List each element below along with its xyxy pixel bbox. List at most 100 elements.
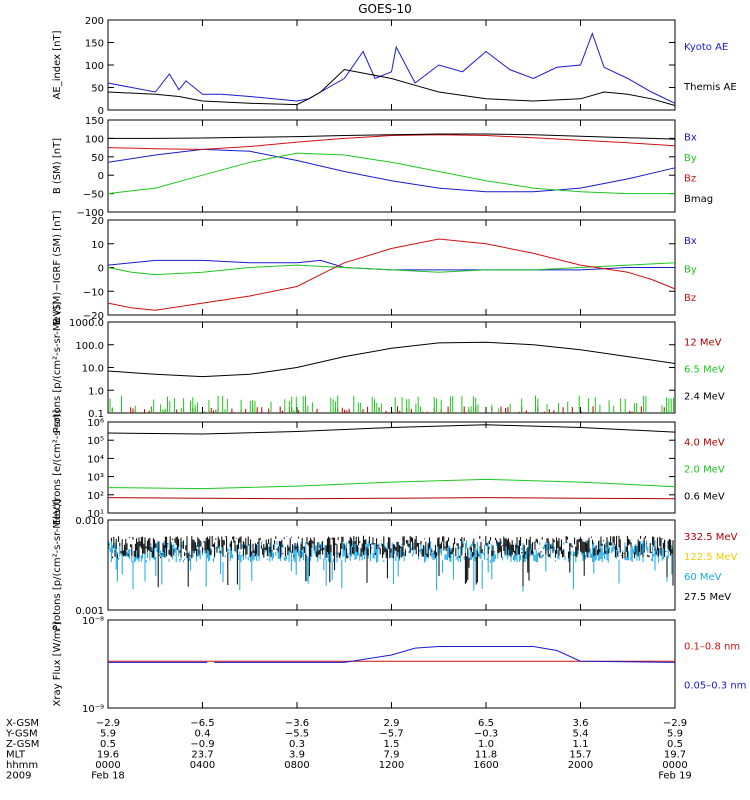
axis-value: 2000 xyxy=(568,760,593,771)
bottom-axis: X-GSM −2.9 −6.5 −3.6 2.9 6.5 3.6 −2.9Y-GSM 5.9 0.… xyxy=(5,718,692,782)
axis-value: −0.9 xyxy=(190,739,214,750)
series-2-4-mev: 2.4 MeV xyxy=(107,341,725,403)
legend-label: 2.0 MeV xyxy=(684,465,725,476)
y-tick-label: −50 xyxy=(83,190,104,201)
axis-value: 0.3 xyxy=(289,739,305,750)
axis-value: 1600 xyxy=(473,760,498,771)
series-line xyxy=(107,424,676,435)
series-line xyxy=(107,32,676,104)
series-line xyxy=(108,133,676,140)
y-tick-label: 10⁻⁸ xyxy=(82,616,104,627)
legend-label: Bx xyxy=(684,236,697,247)
axis-value: −3.6 xyxy=(285,718,309,729)
series-by: By xyxy=(107,262,697,276)
legend-label: 2.4 MeV xyxy=(684,392,725,403)
axis-value: −5.7 xyxy=(379,729,403,740)
y-tick-label: 0 xyxy=(98,264,104,275)
series-by: By xyxy=(107,152,697,195)
legend-label: 0.6 MeV xyxy=(684,492,725,503)
y-tick-label: 20 xyxy=(91,216,104,227)
y-tick-label: 10² xyxy=(87,491,104,502)
y-tick-label: 0.1 xyxy=(88,409,104,420)
series-bmag: Bmag xyxy=(108,133,713,205)
axis-value: −5.5 xyxy=(285,729,309,740)
axis-value: 0.4 xyxy=(195,729,211,740)
axis-value: 3.6 xyxy=(573,718,589,729)
panel-frame xyxy=(107,519,676,611)
legend-label: 0.05–0.3 nm xyxy=(684,681,746,692)
series-line xyxy=(107,341,676,378)
axis-value: 6.5 xyxy=(478,718,494,729)
axis-value: 5.4 xyxy=(573,729,589,740)
series-2-0-mev: 2.0 MeV xyxy=(107,465,725,490)
series-line xyxy=(108,535,674,588)
series-line xyxy=(108,646,676,663)
panel-6: 0.001 0.010 Protons [p/(cm²-s-sr-MeV)] 332.… xyxy=(52,499,738,631)
axis-value: 15.7 xyxy=(569,750,591,761)
y-axis-label: B (SM) [nT] xyxy=(52,138,63,194)
series-line xyxy=(109,395,674,413)
row-label: 2009 xyxy=(6,771,31,782)
axis-value: 1.0 xyxy=(478,739,494,750)
panel-frame xyxy=(107,619,676,709)
series-line xyxy=(107,497,676,500)
axis-value: 11.8 xyxy=(475,750,497,761)
panel-frame xyxy=(107,119,676,213)
series-line xyxy=(107,238,676,311)
series-0-1-0-8-nm: 0.1–0.8 nm xyxy=(108,642,740,662)
series-0-05-0-3-nm: 0.05–0.3 nm xyxy=(108,646,746,692)
series-kyoto-ae: Kyoto AE xyxy=(107,32,728,104)
legend-label: Bx xyxy=(684,132,697,143)
row-label: hhmm xyxy=(6,760,38,771)
legend-label: Bz xyxy=(684,173,696,184)
series-bz: Bz xyxy=(107,134,696,184)
y-tick-label: 50 xyxy=(91,153,104,164)
axis-value: 5.9 xyxy=(100,729,116,740)
legend-label: 332.5 MeV xyxy=(684,532,738,543)
series-line xyxy=(107,134,676,150)
y-tick-label: 100.0 xyxy=(75,341,104,352)
axis-value: 1200 xyxy=(379,760,404,771)
y-tick-label: 0.010 xyxy=(75,516,104,527)
y-tick-label: 150 xyxy=(85,116,104,127)
series-line xyxy=(107,262,676,276)
y-tick-label: 0 xyxy=(98,171,104,182)
y-tick-label: 10⁻⁹ xyxy=(82,704,104,715)
legend-label: 60 MeV xyxy=(684,572,722,583)
axis-value: 1.5 xyxy=(384,739,400,750)
series-bz: Bz xyxy=(107,238,696,311)
axis-value: −0.3 xyxy=(474,729,498,740)
y-axis-label: AE_index [nT] xyxy=(52,30,63,99)
y-axis-label: Protons [p/(cm²-s-sr-MeV)] xyxy=(52,302,63,434)
axis-value: 19.7 xyxy=(664,750,686,761)
axis-value: 0.5 xyxy=(667,739,683,750)
legend-label: By xyxy=(684,265,697,276)
legend-label: 122.5 MeV xyxy=(684,552,738,563)
series-27-5-mev: 27.5 MeV xyxy=(108,535,731,603)
series-line xyxy=(107,152,675,195)
y-tick-label: 100 xyxy=(85,61,104,72)
legend-label: Bmag xyxy=(684,194,713,205)
axis-value: 19.6 xyxy=(97,750,119,761)
legend-label: 6.5 MeV xyxy=(684,365,725,376)
row-label: Z-GSM xyxy=(6,739,39,750)
series-0-6-mev: 0.6 MeV xyxy=(107,424,725,503)
y-tick-label: 10 xyxy=(91,240,104,251)
y-tick-label: 50 xyxy=(91,84,104,95)
axis-value: 7.9 xyxy=(384,750,400,761)
y-tick-label: 150 xyxy=(85,39,104,50)
series-line xyxy=(107,68,676,106)
panel-1: 0 50 100 150 200 AE_index [nT] Kyoto AE Themis … xyxy=(52,16,737,117)
panel-frame xyxy=(107,421,676,514)
series-4-0-mev: 4.0 MeV xyxy=(107,438,725,500)
axis-value: 0000 xyxy=(662,760,687,771)
series-line xyxy=(107,148,676,193)
y-tick-label: 200 xyxy=(85,16,104,27)
y-tick-label: 10⁴ xyxy=(87,454,104,465)
y-tick-label: 10¹ xyxy=(87,509,104,520)
y-tick-label: 0.001 xyxy=(75,606,104,617)
y-tick-label: 10.0 xyxy=(82,364,104,375)
row-label: Y-GSM xyxy=(5,729,38,740)
